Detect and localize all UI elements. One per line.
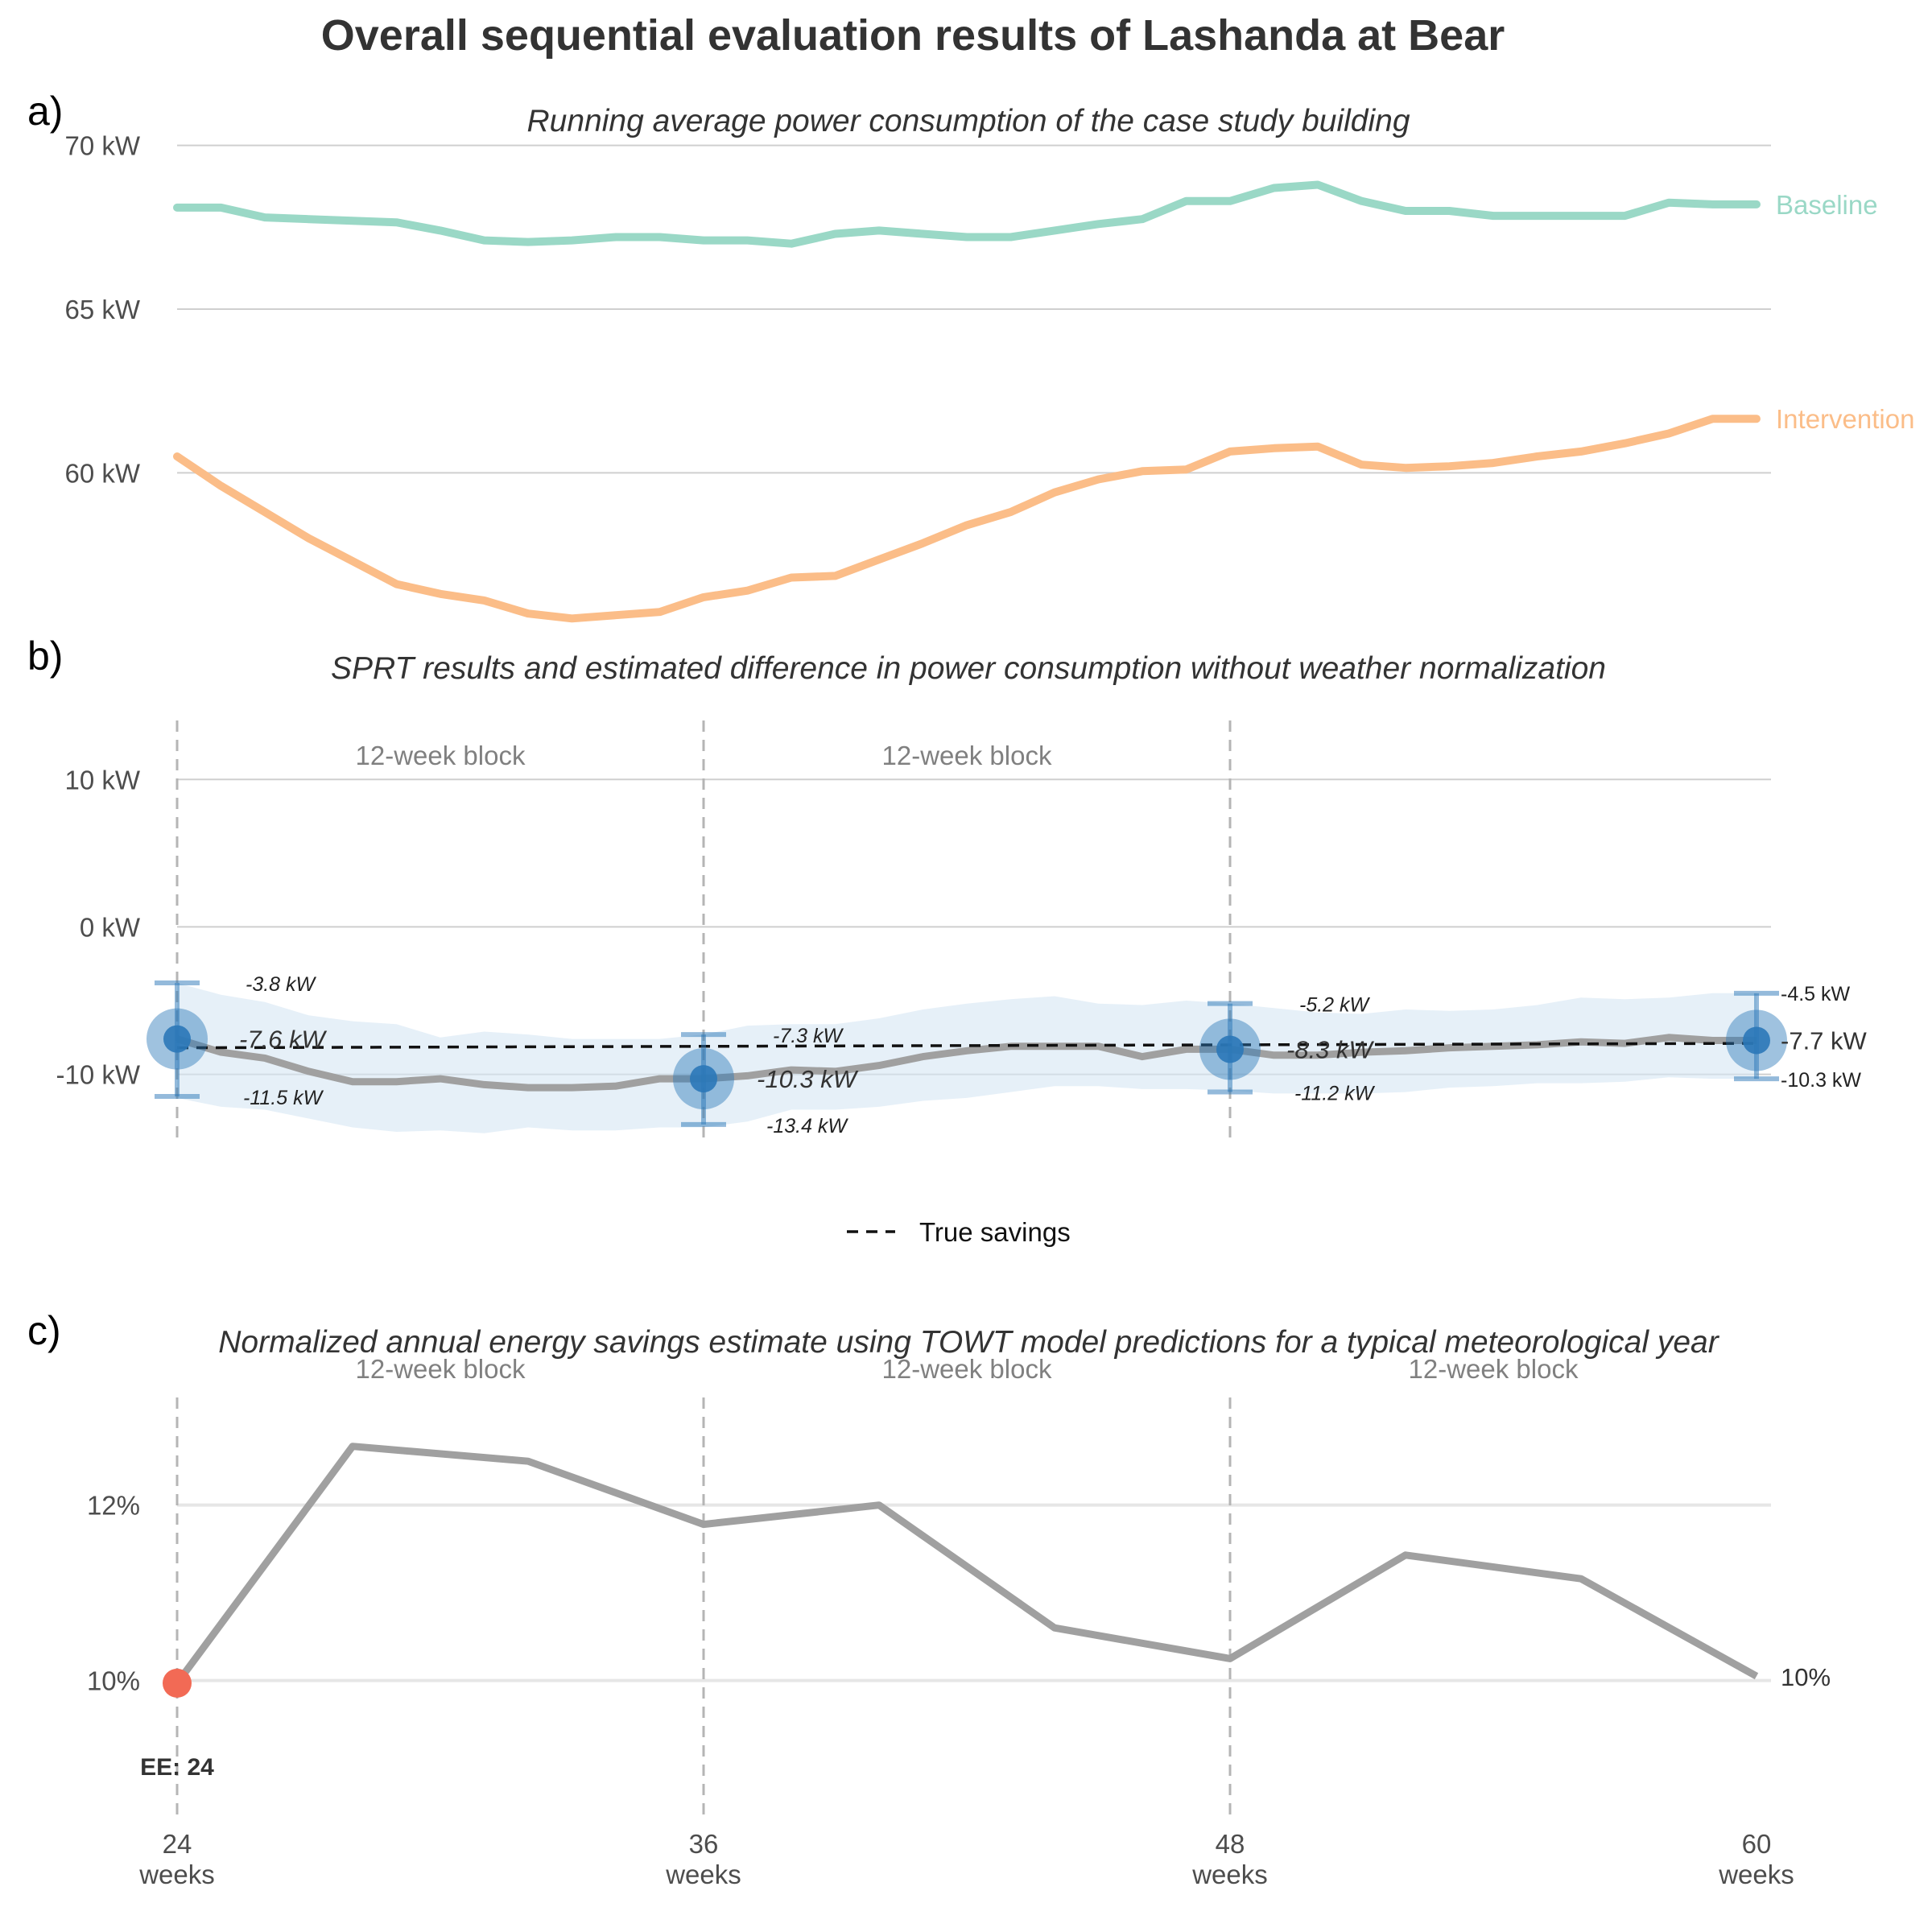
block-label-b-1: 12-week block bbox=[882, 741, 1052, 770]
sprt-estimate-label-48: -8.3 kW bbox=[1286, 1035, 1375, 1063]
xtick-unit-48: weeks bbox=[1191, 1860, 1268, 1889]
xtick-number-60: 60 bbox=[1742, 1829, 1772, 1859]
sprt-estimate-label-60: -7.7 kW bbox=[1781, 1026, 1868, 1055]
panel-b-subtitle: SPRT results and estimated difference in… bbox=[331, 651, 1606, 686]
sprt-lower-label-48: -11.2 kW bbox=[1294, 1083, 1376, 1105]
series-line-intervention bbox=[173, 415, 1761, 623]
ytick-b-0: 0 kW bbox=[80, 912, 141, 942]
panel-a-tag: a) bbox=[27, 89, 63, 134]
series-line-baseline bbox=[173, 180, 1761, 248]
sprt-estimate-label-36: -10.3 kW bbox=[757, 1065, 859, 1093]
panel-a-running-average: a) Running average power consumption of t… bbox=[27, 89, 1914, 623]
ytick-b-10: 10 kW bbox=[64, 765, 140, 795]
sprt-lower-label-24: -11.5 kW bbox=[243, 1087, 324, 1109]
ytick-c-10: 10% bbox=[87, 1666, 140, 1696]
savings-end-label: 10% bbox=[1781, 1663, 1831, 1691]
xtick-number-36: 36 bbox=[689, 1829, 719, 1859]
sprt-upper-label-36: -7.3 kW bbox=[773, 1025, 844, 1047]
sprt-point-36 bbox=[690, 1065, 717, 1093]
ytick-a-60: 60 kW bbox=[64, 458, 140, 488]
sprt-estimate-label-24: -7.6 kW bbox=[239, 1026, 328, 1054]
block-label-c-2: 12-week block bbox=[1409, 1354, 1579, 1384]
sprt-point-48 bbox=[1216, 1035, 1244, 1063]
ytick-c-12: 12% bbox=[87, 1491, 140, 1521]
panel-c-subtitle: Normalized annual energy savings estimat… bbox=[218, 1325, 1719, 1360]
xtick-unit-24: weeks bbox=[138, 1860, 215, 1889]
sprt-point-24 bbox=[163, 1025, 191, 1053]
xtick-number-24: 24 bbox=[163, 1829, 192, 1859]
savings-line bbox=[174, 1443, 1759, 1686]
block-label-b-0: 12-week block bbox=[356, 741, 526, 770]
legend-true-savings-label: True savings bbox=[919, 1217, 1071, 1247]
sprt-lower-label-36: -13.4 kW bbox=[766, 1115, 848, 1137]
sprt-upper-label-60: -4.5 kW bbox=[1781, 983, 1851, 1005]
sprt-upper-label-48: -5.2 kW bbox=[1299, 994, 1371, 1017]
xtick-unit-60: weeks bbox=[1718, 1860, 1794, 1889]
ytick-a-65: 65 kW bbox=[64, 295, 140, 324]
series-label-intervention: Intervention bbox=[1776, 404, 1914, 434]
xtick-unit-36: weeks bbox=[665, 1860, 741, 1889]
panel-a-subtitle: Running average power consumption of the… bbox=[526, 104, 1410, 138]
panel-c-tag: c) bbox=[27, 1308, 61, 1353]
figure-title: Overall sequential evaluation results of… bbox=[321, 11, 1505, 60]
ee-label: EE: 24 bbox=[140, 1754, 214, 1781]
panel-c-normalized-savings: c) Normalized annual energy savings estim… bbox=[27, 1308, 1831, 1889]
true-savings-line bbox=[176, 1042, 1757, 1050]
sprt-upper-label-24: -3.8 kW bbox=[246, 973, 317, 996]
ee-point bbox=[163, 1668, 192, 1698]
estimate-line bbox=[175, 1034, 1757, 1092]
panel-b-sprt-results: b) SPRT results and estimated difference … bbox=[27, 634, 1868, 1247]
block-label-c-0: 12-week block bbox=[356, 1354, 526, 1384]
panel-b-tag: b) bbox=[27, 634, 63, 679]
ytick-b--10: -10 kW bbox=[56, 1060, 140, 1090]
xtick-number-48: 48 bbox=[1216, 1829, 1245, 1859]
series-label-baseline: Baseline bbox=[1776, 190, 1878, 220]
sprt-point-60 bbox=[1743, 1026, 1770, 1055]
block-label-c-1: 12-week block bbox=[882, 1354, 1052, 1384]
sprt-lower-label-60: -10.3 kW bbox=[1781, 1069, 1861, 1092]
ytick-a-70: 70 kW bbox=[64, 131, 140, 161]
confidence-band bbox=[177, 983, 1757, 1133]
